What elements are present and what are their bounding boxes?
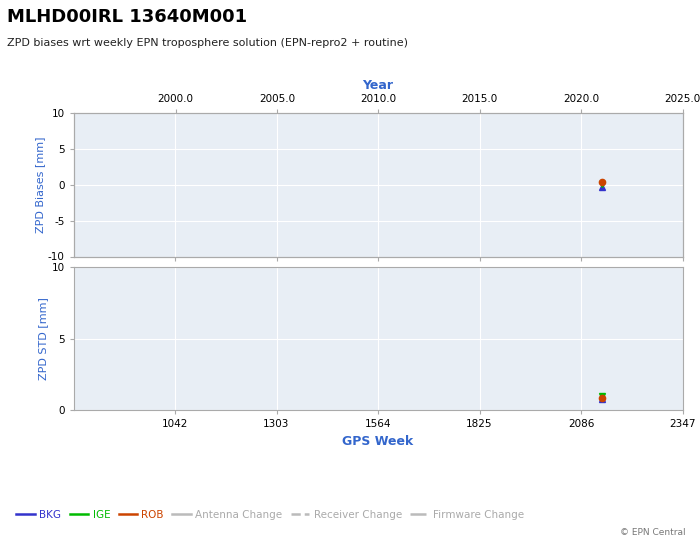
X-axis label: GPS Week: GPS Week: [342, 435, 414, 448]
Legend: BKG, IGE, ROB, Antenna Change, Receiver Change, Firmware Change: BKG, IGE, ROB, Antenna Change, Receiver …: [12, 505, 528, 524]
Text: ZPD biases wrt weekly EPN troposphere solution (EPN-repro2 + routine): ZPD biases wrt weekly EPN troposphere so…: [7, 38, 408, 48]
X-axis label: Year: Year: [363, 79, 393, 92]
Text: MLHD00IRL 13640M001: MLHD00IRL 13640M001: [7, 8, 247, 26]
Text: © EPN Central: © EPN Central: [620, 528, 686, 537]
Y-axis label: ZPD STD [mm]: ZPD STD [mm]: [38, 298, 48, 380]
Y-axis label: ZPD Biases [mm]: ZPD Biases [mm]: [35, 137, 45, 233]
